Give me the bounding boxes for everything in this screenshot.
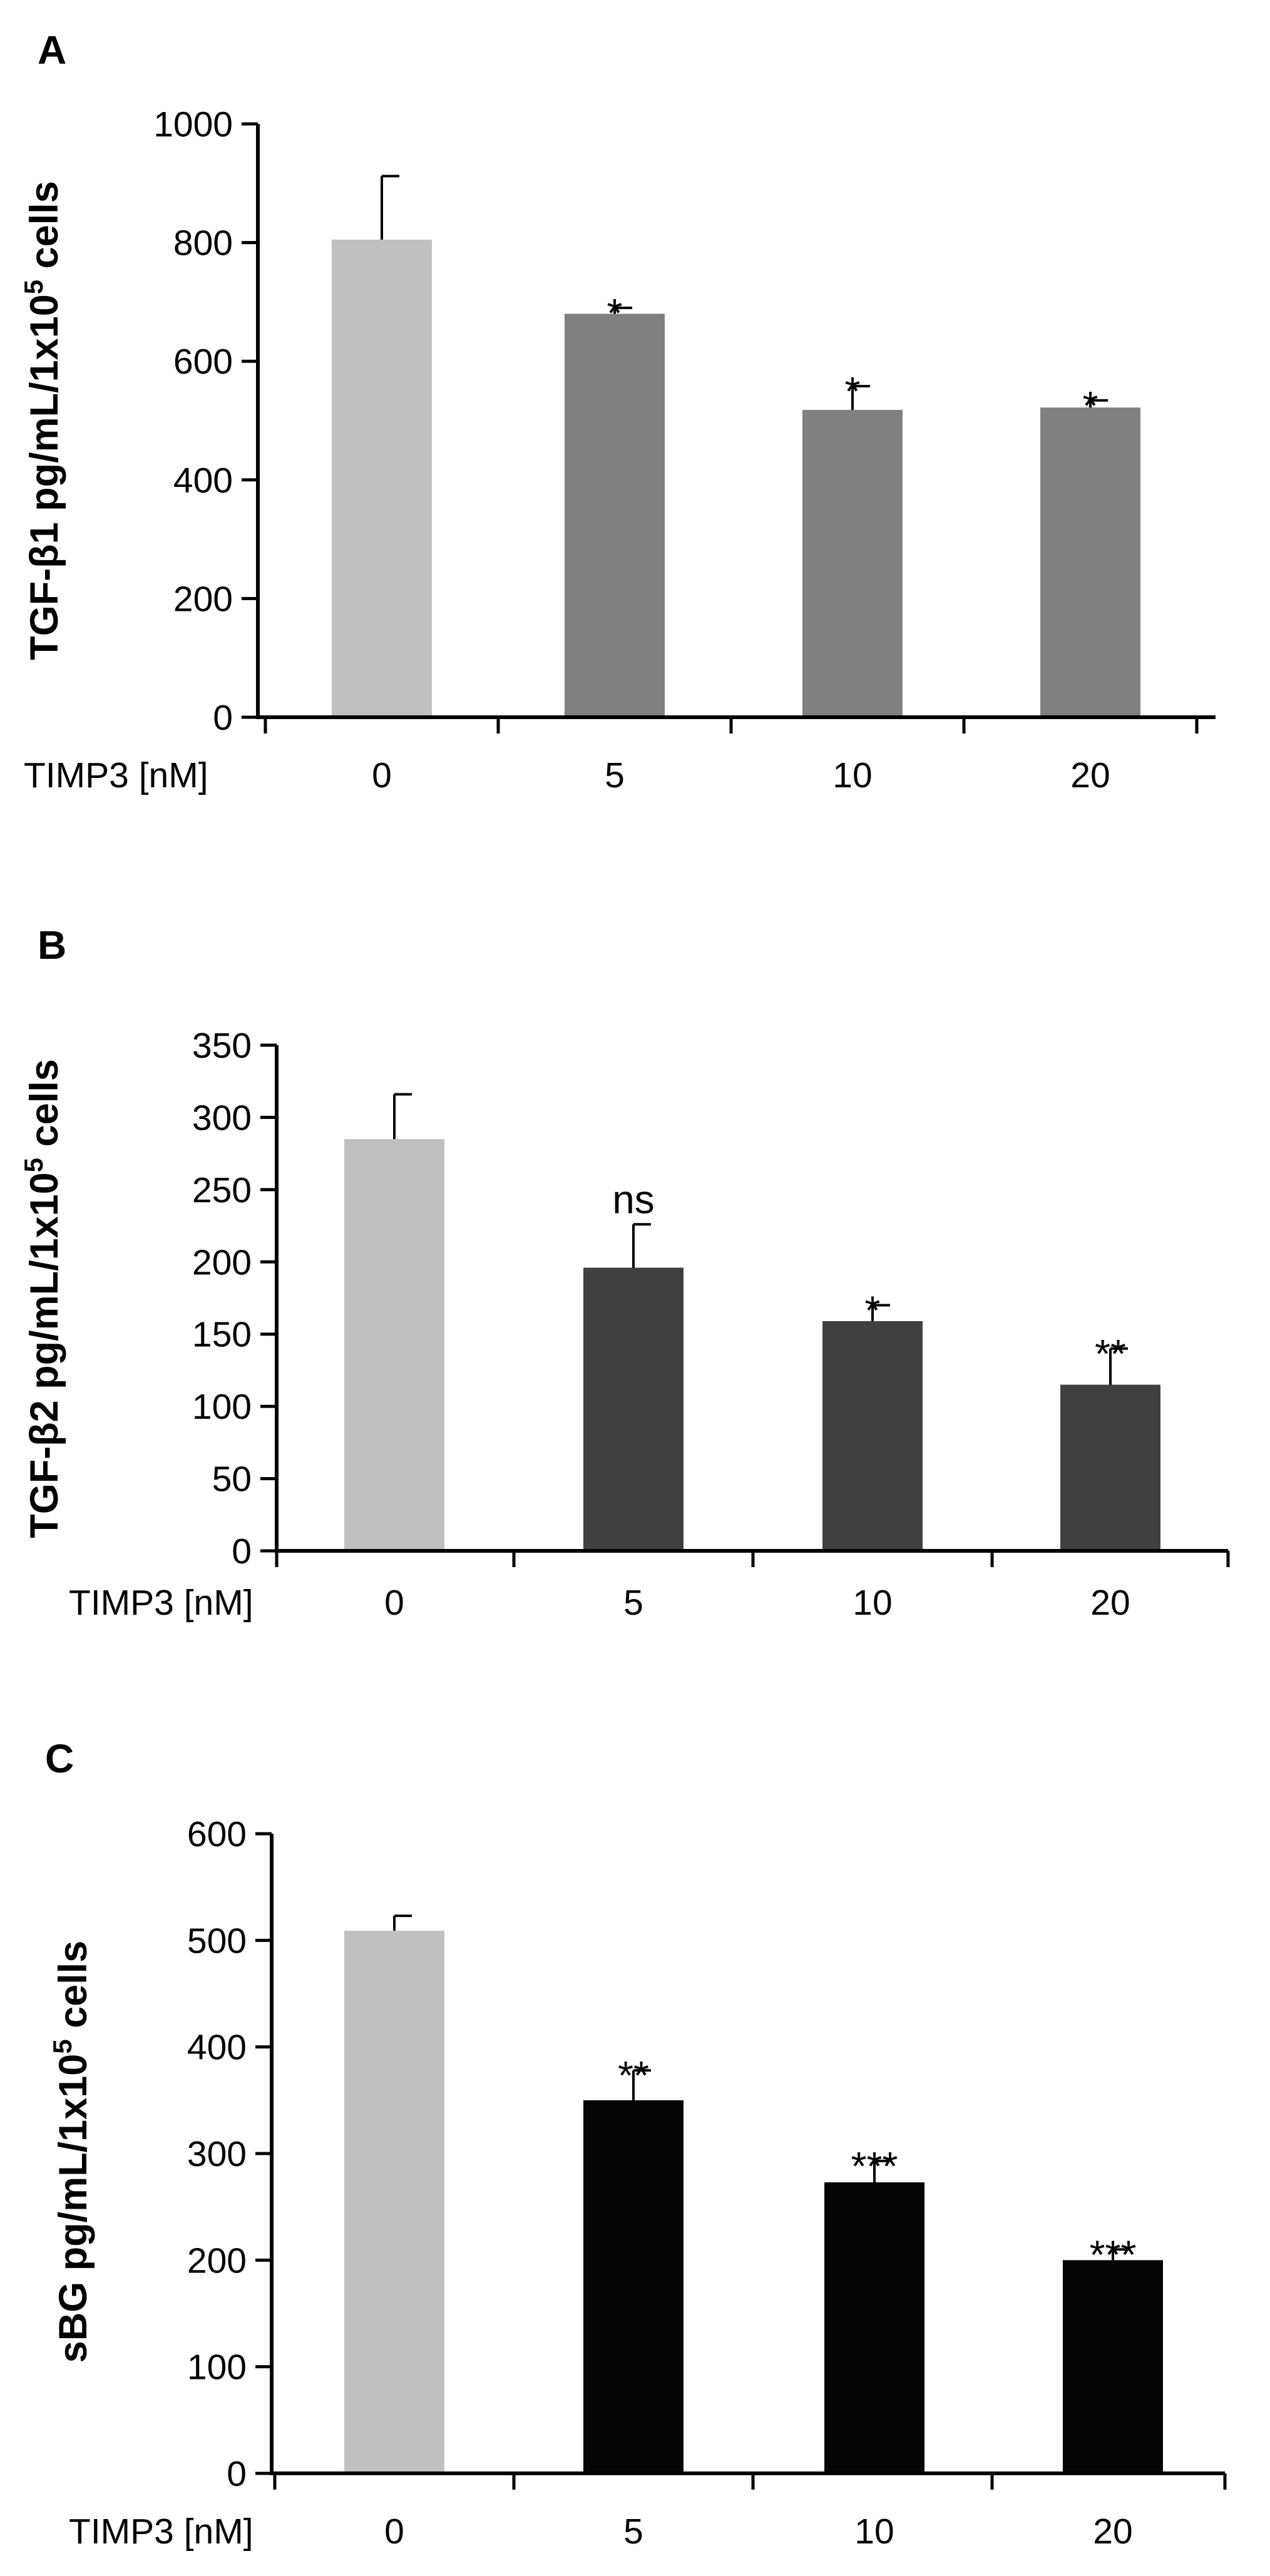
y-tick-label: 300 — [187, 2134, 247, 2174]
x-tick-label: 20 — [1090, 1583, 1130, 1623]
bar-10 — [802, 409, 903, 717]
y-axis-title-suffix: cells — [51, 1941, 95, 2040]
bar-20 — [1040, 407, 1140, 717]
y-tick-label: 400 — [173, 461, 233, 501]
bar-5 — [583, 2100, 684, 2473]
significance-label: ** — [618, 2053, 649, 2098]
significance-label: *** — [1090, 2232, 1137, 2277]
y-axis-title-suffix: cells — [23, 181, 66, 280]
y-tick-label: 300 — [192, 1098, 252, 1138]
bar-20 — [1060, 1384, 1160, 1551]
y-tick-label: 1000 — [153, 105, 233, 145]
bar-10 — [822, 1321, 923, 1551]
y-axis-title: TGF-β2 pg/mL/1x105 cells — [19, 1059, 66, 1538]
x-tick-label: 0 — [384, 1583, 404, 1623]
significance-label: *** — [851, 2144, 898, 2189]
y-tick-label: 0 — [213, 698, 233, 738]
significance-label: ** — [1095, 1331, 1126, 1376]
bar-0 — [344, 1139, 444, 1551]
x-tick-label: 5 — [623, 2512, 643, 2552]
bar-0 — [344, 1931, 444, 2473]
x-tick-label: 0 — [372, 755, 392, 795]
significance-label: * — [865, 1288, 881, 1333]
chart-panel-a: A * * * 0 200 400 600 800 1000 0 5 10 20 TIMP3 [nM] TGF… — [19, 28, 1216, 795]
significance-label: * — [845, 369, 861, 414]
bar-0 — [332, 239, 432, 717]
y-tick-label: 0 — [227, 2454, 247, 2494]
y-tick-label: 200 — [192, 1242, 252, 1282]
x-tick-label: 5 — [623, 1583, 643, 1623]
y-axis-title-superscript: 5 — [19, 280, 48, 294]
y-tick-label: 0 — [232, 1531, 252, 1572]
y-axis-title-main: TGF-β1 pg/mL/1x10 — [23, 294, 66, 660]
y-tick-label: 150 — [192, 1315, 252, 1355]
panel-letter: B — [38, 923, 66, 968]
y-tick-label: 800 — [173, 223, 233, 263]
x-axis-title: TIMP3 [nM] — [69, 2512, 253, 2552]
x-tick-label: 20 — [1093, 2512, 1132, 2552]
y-tick-label: 100 — [187, 2348, 247, 2388]
y-tick-label: 500 — [187, 1921, 247, 1961]
y-axis-title-suffix: cells — [23, 1059, 66, 1158]
significance-label: ns — [612, 1177, 655, 1222]
x-tick-label: 10 — [854, 2512, 894, 2552]
panel-letter: C — [45, 1736, 74, 1781]
y-axis-title: sBG pg/mL/1x105 cells — [48, 1941, 95, 2363]
x-tick-label: 0 — [384, 2512, 404, 2552]
x-axis-title: TIMP3 [nM] — [69, 1583, 253, 1623]
bar-20 — [1063, 2260, 1163, 2473]
y-tick-label: 250 — [192, 1170, 252, 1210]
x-tick-label: 10 — [853, 1583, 892, 1623]
bar-10 — [824, 2182, 924, 2473]
significance-label: * — [1083, 383, 1098, 428]
y-axis-title-superscript: 5 — [48, 2039, 77, 2053]
x-tick-label: 20 — [1070, 755, 1110, 795]
x-tick-label: 5 — [605, 755, 625, 795]
y-tick-label: 600 — [173, 342, 233, 382]
significance-label: * — [607, 290, 623, 335]
bar-5 — [583, 1267, 684, 1551]
y-axis-title-main: TGF-β2 pg/mL/1x10 — [23, 1172, 66, 1538]
y-tick-label: 200 — [173, 579, 233, 619]
y-tick-label: 600 — [187, 1814, 247, 1854]
y-tick-label: 400 — [187, 2028, 247, 2068]
y-tick-label: 200 — [187, 2241, 247, 2281]
y-axis-title: TGF-β1 pg/mL/1x105 cells — [19, 181, 66, 660]
x-tick-label: 10 — [832, 755, 872, 795]
y-axis-title-main: sBG pg/mL/1x10 — [51, 2054, 95, 2363]
y-tick-label: 100 — [192, 1387, 252, 1427]
panel-letter: A — [38, 28, 66, 73]
x-axis-title: TIMP3 [nM] — [24, 755, 208, 795]
y-tick-label: 350 — [192, 1026, 252, 1066]
y-axis-title-superscript: 5 — [19, 1158, 48, 1172]
bar-5 — [565, 314, 665, 717]
y-tick-label: 50 — [212, 1459, 252, 1500]
